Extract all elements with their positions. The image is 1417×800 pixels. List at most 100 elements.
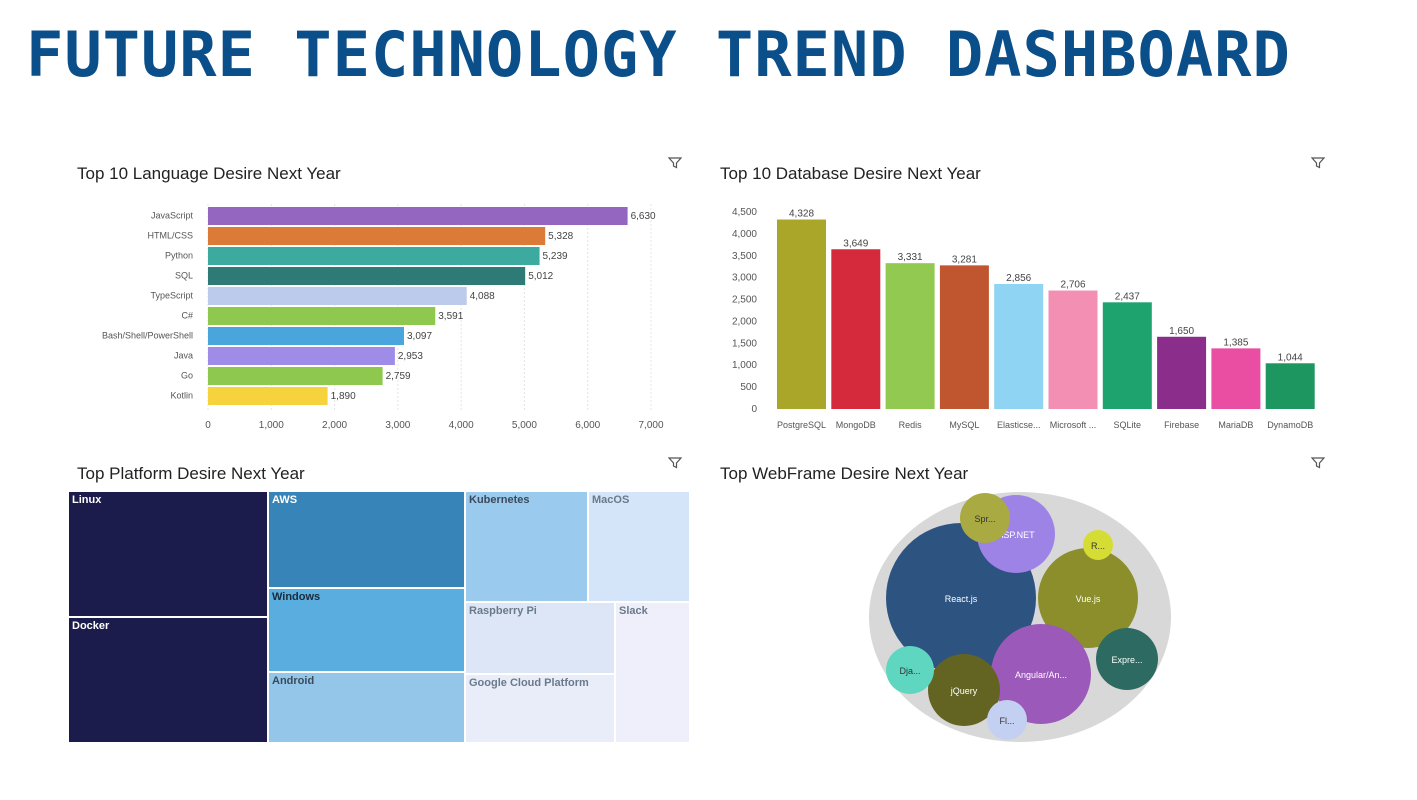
bubble [1096, 628, 1158, 690]
bar [885, 263, 935, 409]
bar [831, 249, 881, 409]
bar [208, 347, 395, 365]
bubble [1038, 548, 1138, 648]
data-label: 3,649 [843, 238, 868, 249]
bubble [987, 700, 1027, 740]
treemap-cell: Google Cloud Platform [465, 674, 615, 743]
bubble-label: Angular/An... [1015, 670, 1067, 680]
webframe-chart-title: Top WebFrame Desire Next Year [720, 464, 969, 483]
x-tick-label: 0 [205, 420, 211, 431]
treemap-cell: Android [268, 672, 465, 743]
category-label: C# [181, 311, 193, 321]
data-label: 5,239 [543, 251, 568, 262]
bar [1265, 363, 1315, 409]
y-tick-label: 1,000 [732, 360, 757, 371]
category-label: Firebase [1164, 420, 1199, 430]
category-label: Java [174, 351, 193, 361]
category-label: Redis [899, 420, 923, 430]
language-chart-title: Top 10 Language Desire Next Year [77, 164, 341, 183]
category-label: Bash/Shell/PowerShell [102, 331, 193, 341]
bubble-label: Dja... [899, 666, 920, 676]
data-label: 2,706 [1060, 280, 1085, 291]
data-label: 1,650 [1169, 326, 1194, 337]
treemap-label: Docker [72, 620, 110, 632]
data-label: 2,953 [398, 351, 423, 362]
bar [208, 367, 383, 385]
category-label: DynamoDB [1267, 420, 1313, 430]
bar [1211, 348, 1261, 409]
bar [1102, 302, 1152, 409]
data-label: 3,281 [952, 254, 977, 265]
filter-icon[interactable] [1311, 457, 1325, 469]
category-label: SQLite [1114, 420, 1142, 430]
bubble-label: Fl... [1000, 716, 1015, 726]
category-label: HTML/CSS [147, 231, 193, 241]
treemap-label: Windows [272, 591, 321, 603]
filter-icon[interactable] [1311, 157, 1325, 169]
category-label: Kotlin [170, 391, 193, 401]
platform-treemap: Linux Docker AWS Windows Android Kubernetes Ma… [68, 491, 690, 743]
y-tick-label: 4,500 [732, 207, 757, 218]
x-tick-label: 2,000 [322, 420, 347, 431]
filter-icon[interactable] [668, 157, 682, 169]
bubble-label: Vue.js [1076, 594, 1101, 604]
data-label: 1,890 [331, 391, 356, 402]
treemap-cell: AWS [268, 491, 465, 588]
data-label: 4,328 [789, 209, 814, 220]
bar [1157, 336, 1207, 409]
category-label: TypeScript [150, 291, 193, 301]
category-label: Microsoft ... [1050, 420, 1097, 430]
bar [208, 327, 404, 345]
category-label: Elasticse... [997, 420, 1041, 430]
y-tick-label: 3,000 [732, 273, 757, 284]
treemap-label: MacOS [592, 494, 630, 506]
data-label: 2,759 [386, 371, 411, 382]
x-tick-label: 5,000 [512, 420, 537, 431]
data-label: 1,044 [1278, 352, 1303, 363]
treemap-cell: Windows [268, 588, 465, 672]
treemap-label: Kubernetes [469, 494, 530, 506]
bubble-label: ASP.NET [997, 530, 1035, 540]
treemap-label: Slack [619, 605, 648, 617]
category-label: MongoDB [836, 420, 876, 430]
category-label: Go [181, 371, 193, 381]
page-title: FUTURE TECHNOLOGY TREND DASHBOARD [26, 18, 1291, 91]
bubble [960, 493, 1010, 543]
data-label: 3,097 [407, 331, 432, 342]
y-tick-label: 3,500 [732, 251, 757, 262]
data-label: 3,331 [898, 252, 923, 263]
bubble [928, 654, 1000, 726]
y-tick-label: 1,500 [732, 338, 757, 349]
bar [1048, 290, 1098, 409]
y-tick-label: 4,000 [732, 229, 757, 240]
x-tick-label: 3,000 [385, 420, 410, 431]
category-label: SQL [175, 271, 193, 281]
treemap-label: Android [272, 675, 315, 687]
y-tick-label: 0 [751, 404, 757, 415]
data-label: 6,630 [631, 211, 656, 222]
data-label: 1,385 [1223, 337, 1248, 348]
data-label: 4,088 [470, 291, 495, 302]
bar [994, 283, 1044, 409]
data-label: 5,328 [548, 231, 573, 242]
bubble-label: React.js [945, 594, 978, 604]
bubble-label: jQuery [950, 686, 978, 696]
category-label: PostgreSQL [777, 420, 826, 430]
treemap-cell: Kubernetes [465, 491, 588, 602]
database-chart-title: Top 10 Database Desire Next Year [720, 164, 981, 183]
y-tick-label: 2,000 [732, 316, 757, 327]
x-tick-label: 6,000 [575, 420, 600, 431]
category-label: MySQL [949, 420, 979, 430]
treemap-label: Raspberry Pi [469, 605, 537, 617]
platform-chart-title: Top Platform Desire Next Year [77, 464, 305, 483]
data-label: 2,856 [1006, 273, 1031, 284]
treemap-cell: Slack [615, 602, 690, 743]
bubble-label: R... [1091, 541, 1105, 551]
bubble [886, 646, 934, 694]
treemap-label: AWS [272, 494, 298, 506]
bar [939, 265, 989, 409]
filter-icon[interactable] [668, 457, 682, 469]
language-bar-chart: 0 1,000 2,000 3,000 4,000 5,000 6,000 7,000 Java… [102, 204, 664, 431]
data-label: 3,591 [438, 311, 463, 322]
bar [777, 219, 826, 409]
